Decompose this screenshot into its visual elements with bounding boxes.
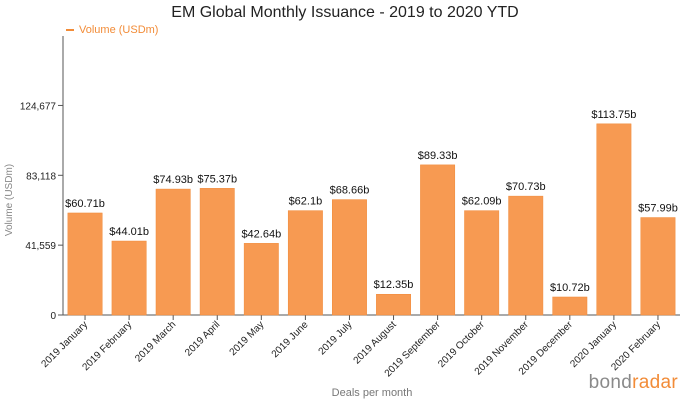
chart-title: EM Global Monthly Issuance - 2019 to 202… bbox=[171, 4, 519, 21]
x-axis-label: Deals per month bbox=[332, 387, 413, 399]
bar[interactable] bbox=[199, 188, 235, 316]
data-label: $74.93b bbox=[153, 174, 193, 186]
y-tick-label: 83,118 bbox=[26, 171, 56, 182]
y-tick-label: 0 bbox=[50, 311, 56, 322]
bar[interactable] bbox=[640, 217, 676, 316]
bar[interactable] bbox=[243, 243, 279, 316]
data-label: $70.73b bbox=[506, 181, 546, 193]
brand-part1: bond bbox=[588, 372, 633, 393]
data-label: $62.09b bbox=[462, 196, 502, 208]
data-label: $12.35b bbox=[374, 279, 414, 291]
bar[interactable] bbox=[155, 188, 191, 316]
bar[interactable] bbox=[67, 212, 103, 316]
x-tick-label: 2019 June bbox=[270, 319, 311, 360]
legend-swatch-icon bbox=[66, 29, 74, 31]
bar[interactable] bbox=[420, 164, 456, 316]
x-tick-label: 2019 March bbox=[133, 319, 178, 364]
x-tick-label: 2019 May bbox=[228, 319, 267, 358]
bar[interactable] bbox=[596, 123, 632, 316]
brand-part2: radar bbox=[632, 372, 678, 393]
y-tick-label: 124,677 bbox=[20, 101, 57, 112]
legend[interactable]: Volume (USDm) bbox=[66, 24, 158, 36]
y-axis-label: Volume (USDm) bbox=[4, 164, 15, 236]
x-tick-label: 2019 April bbox=[183, 319, 222, 358]
data-label: $42.64b bbox=[241, 228, 281, 240]
legend-label: Volume (USDm) bbox=[79, 24, 159, 36]
y-tick-label: 41,559 bbox=[25, 241, 56, 252]
brand-logo: bondradar bbox=[589, 372, 678, 394]
bar[interactable] bbox=[287, 210, 323, 316]
data-label: $44.01b bbox=[109, 226, 149, 238]
data-label: $75.37b bbox=[197, 173, 237, 185]
data-label: $89.33b bbox=[418, 150, 458, 162]
data-label: $57.99b bbox=[638, 203, 678, 215]
bar[interactable] bbox=[508, 195, 544, 316]
data-label: $68.66b bbox=[330, 185, 370, 197]
bar[interactable] bbox=[376, 293, 411, 316]
bar[interactable] bbox=[332, 199, 367, 316]
bar[interactable] bbox=[464, 210, 500, 316]
x-tick-label: 2019 July bbox=[317, 319, 355, 357]
bar[interactable] bbox=[111, 240, 147, 316]
data-label: $113.75b bbox=[591, 109, 636, 121]
data-label: $62.1b bbox=[289, 196, 323, 208]
x-tick-label: 2019 August bbox=[352, 319, 399, 366]
data-label: $60.71b bbox=[65, 198, 105, 210]
bar[interactable] bbox=[552, 296, 588, 316]
data-label: $10.72b bbox=[550, 282, 590, 294]
